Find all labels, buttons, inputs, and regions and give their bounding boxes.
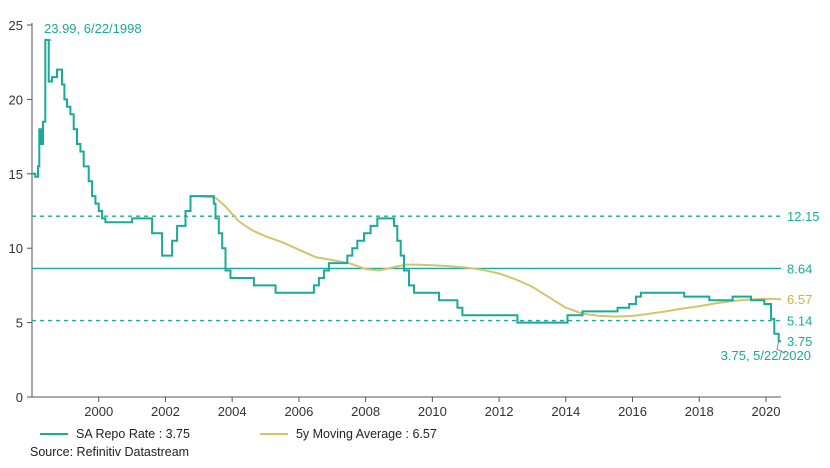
x-tick-label: 2016 [618, 404, 647, 419]
reference-line-label: 5.14 [787, 314, 812, 329]
legend-label-repo-rate: SA Repo Rate : 3.75 [76, 427, 190, 441]
x-tick-label: 2000 [84, 404, 113, 419]
source-note: Source: Refinitiv Datastream [30, 445, 190, 459]
y-tick-label: 0 [16, 390, 23, 405]
end-label-leader-repo-rate [776, 341, 786, 354]
legend: SA Repo Rate : 3.75 5y Moving Average : … [40, 427, 437, 441]
annotation-latest: 3.75, 5/22/2020 [721, 348, 811, 363]
x-tick-label: 2004 [218, 404, 247, 419]
end-label-repo-rate: 3.75 [787, 334, 812, 349]
x-tick-label: 2014 [551, 404, 580, 419]
x-tick-label: 2018 [685, 404, 714, 419]
legend-item-repo-rate: SA Repo Rate : 3.75 [40, 427, 190, 441]
legend-label-moving-average: 5y Moving Average : 6.57 [295, 427, 437, 441]
reference-line-label: 8.64 [787, 261, 812, 276]
y-tick-label: 5 [16, 316, 23, 331]
y-tick-label: 20 [9, 92, 23, 107]
x-tick-label: 2006 [284, 404, 313, 419]
x-tick-label: 2008 [351, 404, 380, 419]
end-label-moving-average: 6.57 [787, 292, 812, 307]
legend-item-moving-average: 5y Moving Average : 6.57 [259, 427, 437, 441]
series-line-moving-average [198, 195, 782, 318]
x-tick-label: 2002 [151, 404, 180, 419]
x-tick-label: 2020 [752, 404, 781, 419]
y-tick-label: 10 [9, 241, 23, 256]
y-tick-label: 15 [9, 167, 23, 182]
series-line-repo-rate [32, 38, 781, 343]
x-tick-label: 2012 [485, 404, 514, 419]
legend-swatch-repo-rate [40, 433, 68, 435]
legend-swatch-moving-average [259, 433, 288, 435]
reference-line-label: 12.15 [787, 209, 820, 224]
annotation-peak: 23.99, 6/22/1998 [44, 21, 142, 36]
x-tick-label: 2010 [418, 404, 447, 419]
y-tick-label: 25 [9, 18, 23, 33]
